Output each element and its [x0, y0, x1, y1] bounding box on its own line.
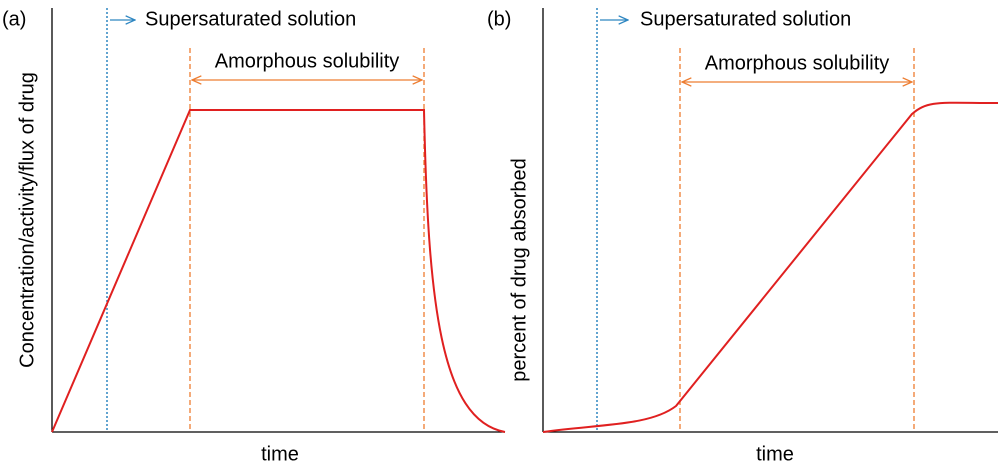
x-axis-label: time: [756, 443, 794, 465]
y-axis-label: percent of drug absorbed: [508, 158, 530, 382]
annotation: Supersaturated solution: [640, 8, 851, 30]
annotation: Amorphous solubility: [705, 52, 890, 74]
x-axis-label: time: [261, 443, 299, 465]
y-axis-label: Concentration/activity/flux of drug: [16, 72, 38, 368]
panel-b: (b) Supersaturated solution Amorphous so…: [487, 8, 999, 465]
curve: [542, 101, 999, 433]
panel-label: (a): [2, 8, 26, 30]
annotation: Amorphous solubility: [215, 50, 400, 72]
panel-label: (b): [487, 8, 511, 30]
annotation: Supersaturated solution: [145, 8, 356, 30]
panel-a: (a) Supersaturated solution Amorphous so…: [2, 8, 506, 465]
curve: [51, 109, 506, 433]
